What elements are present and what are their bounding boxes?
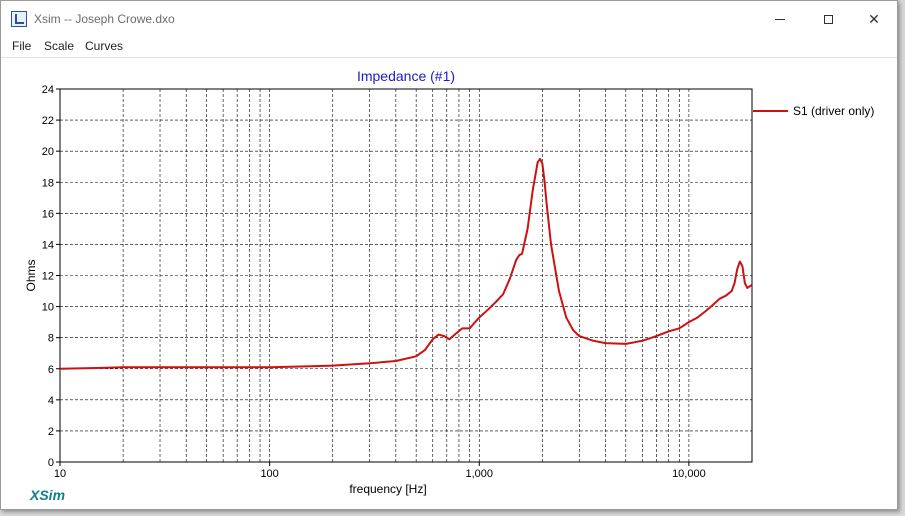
menu-bar: File Scale Curves [1, 37, 897, 58]
y-tick-label: 22 [42, 115, 54, 127]
chart-title: Impedance (#1) [357, 68, 455, 84]
window-title: Xsim -- Joseph Crowe.dxo [34, 12, 175, 26]
y-tick-label: 10 [42, 302, 54, 314]
y-tick-label: 4 [48, 395, 54, 407]
x-tick-label: 10 [54, 468, 66, 480]
menu-curves[interactable]: Curves [85, 39, 124, 53]
y-tick-label: 8 [48, 333, 54, 345]
y-tick-label: 0 [48, 457, 54, 469]
menu-scale[interactable]: Scale [44, 39, 75, 53]
minimize-button[interactable] [757, 1, 803, 37]
minimize-icon [775, 18, 785, 20]
x-tick-label: 100 [260, 468, 278, 480]
x-tick-label: 1,000 [465, 468, 493, 480]
y-tick-label: 18 [42, 177, 54, 189]
maximize-icon [823, 14, 833, 24]
menu-file[interactable]: File [12, 39, 32, 53]
xsim-app-icon[interactable] [11, 11, 27, 27]
x-axis-ticks: 10 100 1,000 10,000 [54, 462, 706, 480]
xsim-brand: XSim [30, 487, 66, 503]
y-tick-label: 16 [42, 208, 54, 220]
y-axis-label: Ohms [24, 259, 38, 291]
x-tick-label: 10,000 [672, 468, 706, 480]
maximize-button[interactable] [805, 1, 851, 37]
y-tick-label: 14 [42, 239, 54, 251]
title-bar[interactable]: Xsim -- Joseph Crowe.dxo ✕ [1, 1, 897, 37]
series-line-s1 [59, 157, 753, 370]
x-axis-label: frequency [Hz] [349, 482, 426, 496]
y-tick-label: 12 [42, 271, 54, 283]
y-tick-label: 24 [42, 84, 54, 96]
y-tick-label: 6 [48, 364, 54, 376]
close-button[interactable]: ✕ [851, 1, 897, 37]
legend-label: S1 (driver only) [793, 104, 874, 118]
y-tick-label: 20 [42, 146, 54, 158]
close-icon: ✕ [868, 10, 880, 27]
grid [60, 89, 752, 462]
y-tick-label: 2 [48, 426, 54, 438]
chart-area: 0 2 4 6 8 10 12 14 16 18 20 22 24 10 100 1,000 10,000 I… [1, 58, 897, 509]
